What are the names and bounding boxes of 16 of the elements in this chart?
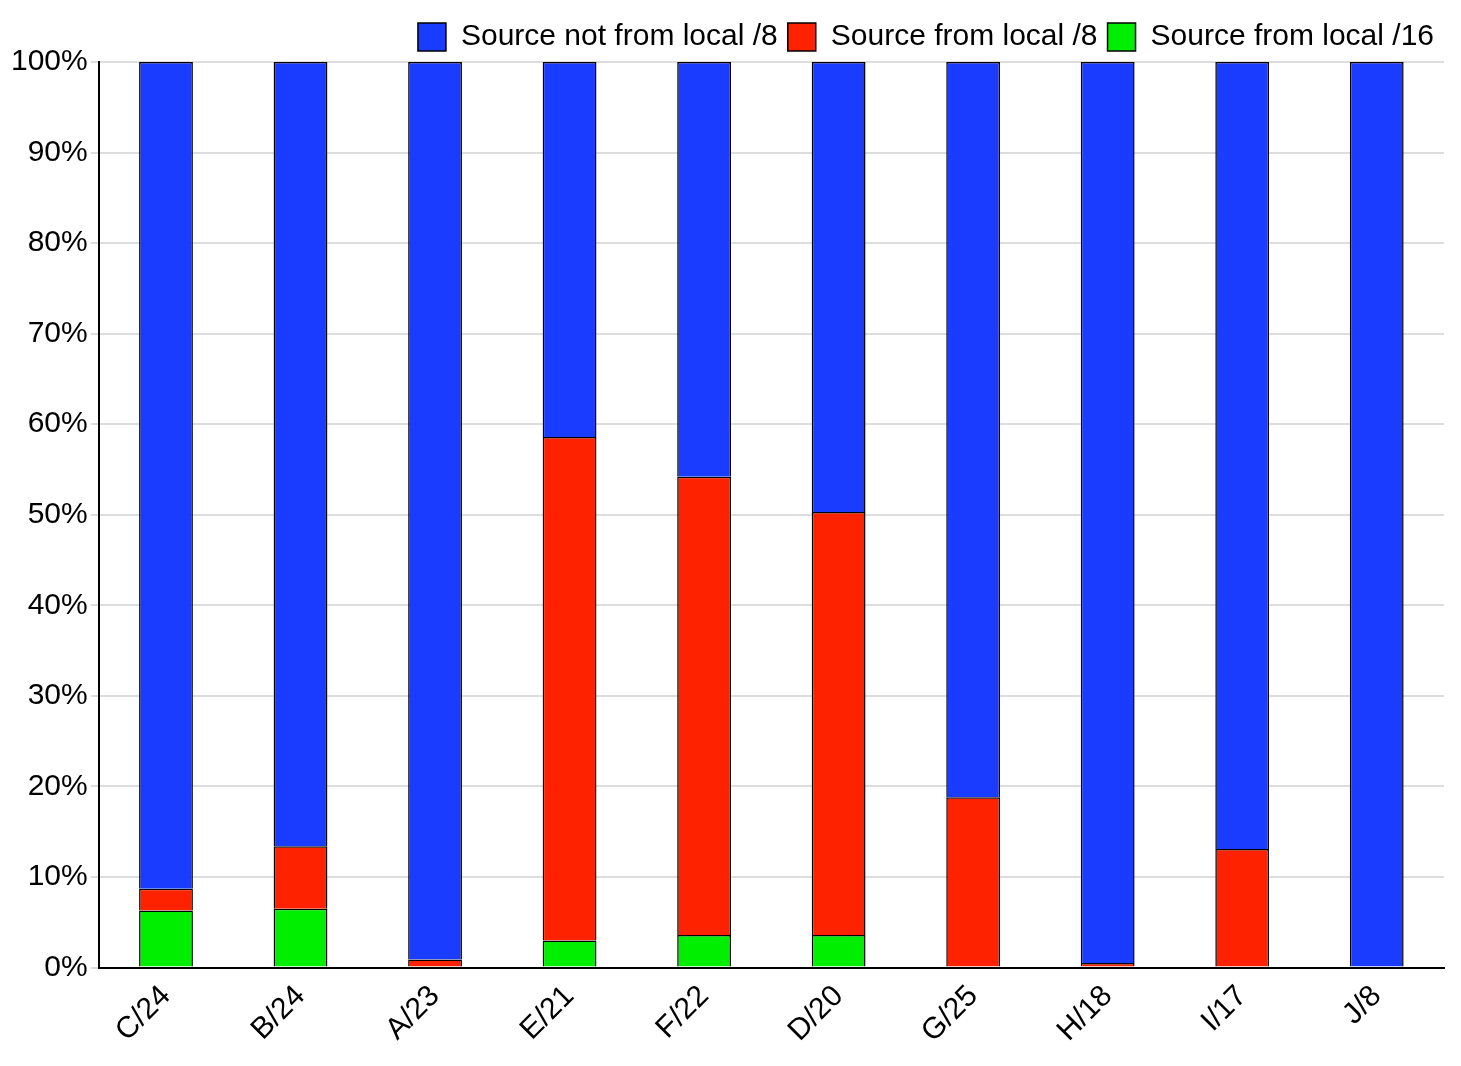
y-tick-label: 40% bbox=[27, 586, 88, 620]
y-tick-label: 30% bbox=[27, 677, 88, 711]
y-tick-label: 90% bbox=[27, 133, 88, 167]
legend-label: Source from local /8 bbox=[830, 18, 1098, 52]
y-tick-label: 50% bbox=[27, 496, 88, 530]
legend-label: Source from local /16 bbox=[1150, 18, 1435, 52]
y-tick-label: 20% bbox=[27, 767, 88, 801]
y-tick-label: 0% bbox=[44, 948, 88, 982]
x-tick-label: I/17 bbox=[1193, 978, 1253, 1037]
legend-label: Source not from local /8 bbox=[460, 18, 778, 52]
y-tick-label: 70% bbox=[27, 314, 88, 348]
x-tick-label: J/8 bbox=[1335, 978, 1387, 1030]
y-tick-label: 10% bbox=[27, 858, 88, 892]
y-tick-label: 80% bbox=[27, 224, 88, 258]
y-tick-label: 100% bbox=[10, 43, 88, 77]
y-tick-label: 60% bbox=[27, 405, 88, 439]
